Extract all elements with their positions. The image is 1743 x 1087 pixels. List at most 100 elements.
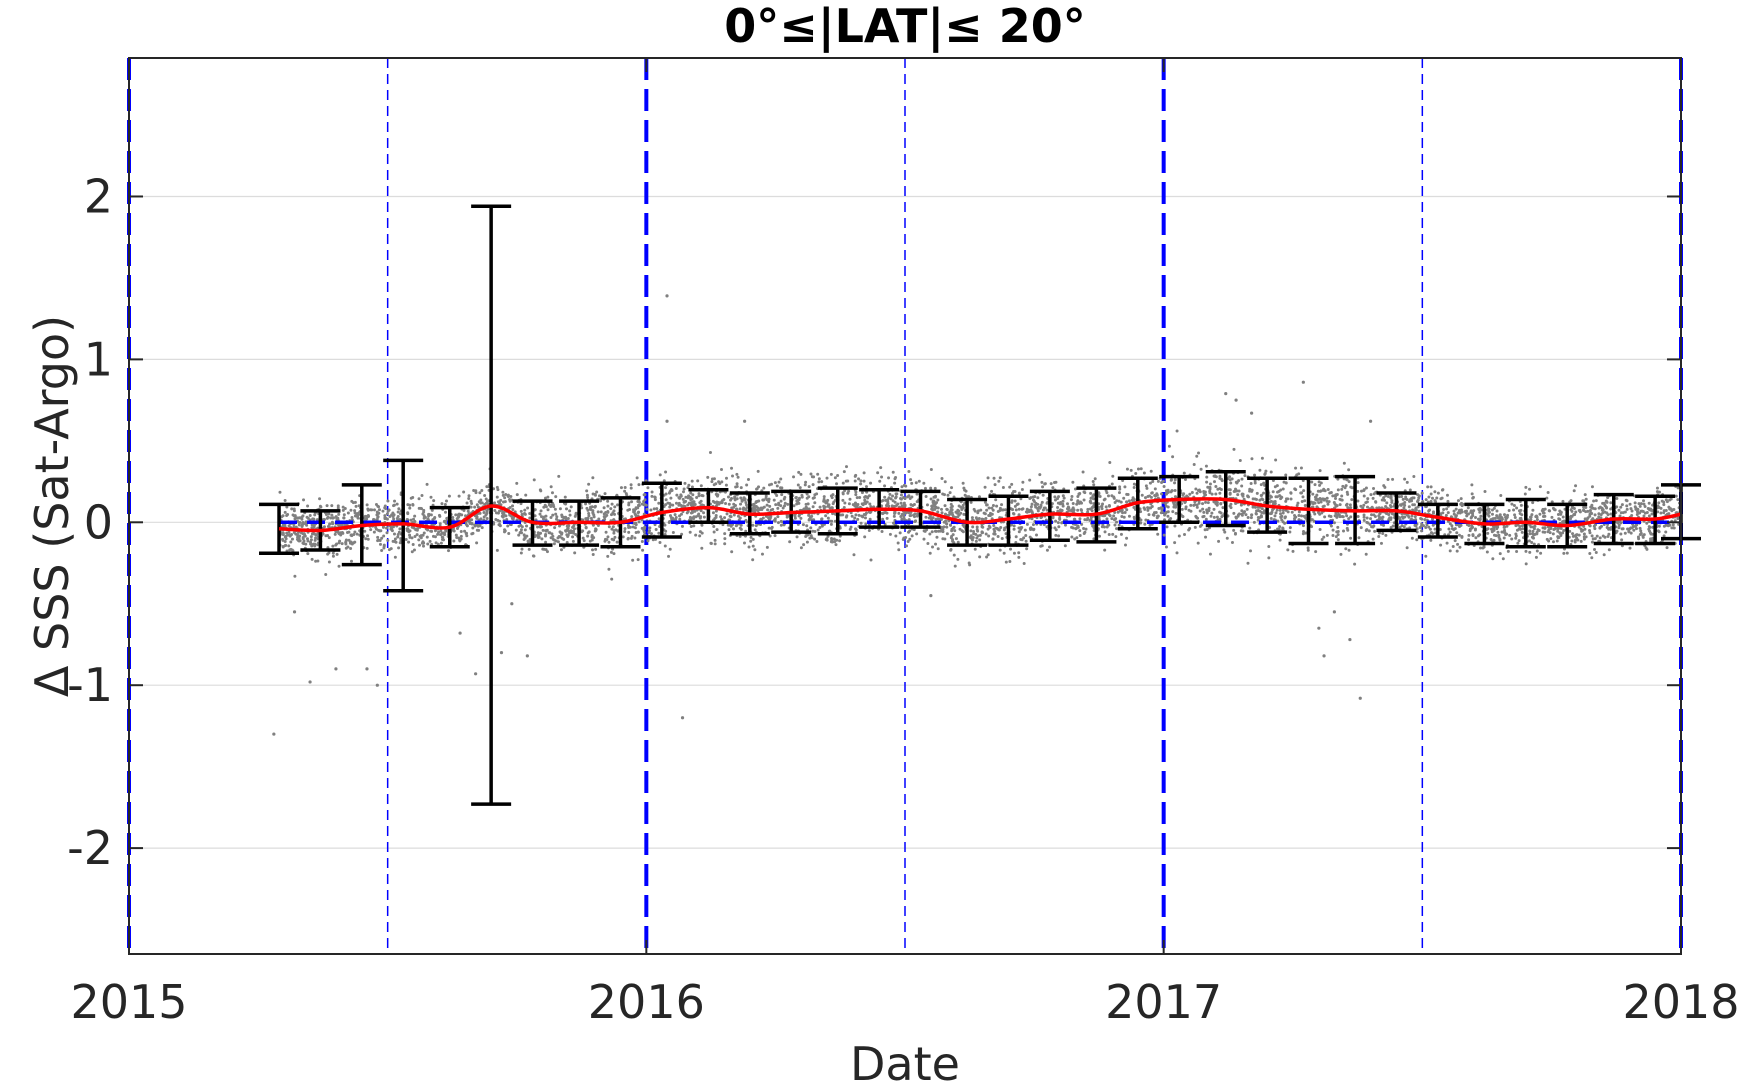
scatter-point [1336,525,1340,529]
scatter-point [648,529,652,533]
scatter-point [1655,490,1659,494]
scatter-point [1153,493,1157,497]
scatter-point [306,539,310,543]
scatter-point [959,511,963,515]
scatter-point [353,530,357,534]
scatter-point [1089,518,1093,522]
scatter-point [1615,497,1619,501]
scatter-point [940,511,944,515]
scatter-point [1269,517,1273,521]
scatter-point [1169,478,1173,482]
scatter-point [1325,499,1329,503]
scatter-point [441,535,445,539]
scatter-point [1206,485,1210,489]
scatter-point [1451,544,1455,548]
scatter-point [679,503,683,507]
scatter-point [1335,530,1339,534]
scatter-point [1580,529,1584,533]
scatter-point [1092,483,1096,487]
scatter-point [1469,516,1473,520]
scatter-point [1196,541,1200,545]
scatter-point [739,527,743,531]
scatter-point [324,534,328,538]
scatter-point [796,483,800,487]
scatter-point [767,500,771,504]
scatter-point [1373,514,1377,518]
scatter-point [907,470,911,474]
scatter-point [503,529,507,533]
scatter-point [283,540,287,544]
scatter-point [1318,512,1322,516]
scatter-point [1349,506,1353,510]
scatter-point [711,511,715,515]
scatter-point [1021,507,1025,511]
scatter-point [594,547,598,551]
scatter-point [572,524,576,528]
scatter-point [807,485,811,489]
scatter-point [437,530,441,534]
scatter-point [1054,528,1058,532]
scatter-point [992,523,996,527]
scatter-point [699,515,703,519]
scatter-point [440,502,444,506]
scatter-point [1524,485,1528,489]
scatter-point [1262,511,1266,515]
scatter-point [1195,505,1199,509]
scatter-point [1448,549,1452,553]
scatter-point [349,547,353,551]
scatter-point [974,539,978,543]
scatter-point [1356,499,1360,503]
scatter-point [457,494,461,498]
scatter-point [314,536,318,540]
scatter-point [712,477,716,481]
scatter-point [1212,500,1216,504]
scatter-point [1143,496,1147,500]
scatter-point [1114,535,1118,539]
scatter-point [433,529,437,533]
scatter-point [593,493,597,497]
scatter-point [452,529,456,533]
scatter-point [344,542,348,546]
scatter-point [1576,538,1580,542]
scatter-point [1306,546,1310,550]
scatter-point [1641,509,1645,513]
scatter-point [1458,545,1462,549]
scatter-point [1397,525,1401,529]
scatter-point [496,488,500,492]
scatter-point [1590,540,1594,544]
scatter-point [1050,502,1054,506]
scatter-point [1344,503,1348,507]
scatter-point [732,502,736,506]
scatter-point [1377,514,1381,518]
scatter-point [584,526,588,530]
scatter-point [691,516,695,520]
scatter-point [1110,517,1114,521]
scatter-point [459,534,463,538]
scatter-point [961,481,965,485]
scatter-point [1215,515,1219,519]
scatter-point [899,497,903,501]
scatter-point [1594,499,1598,503]
scatter-point [856,517,860,521]
scatter-point [283,499,287,503]
scatter-point [607,540,611,544]
scatter-point [1203,493,1207,497]
scatter-point [1402,506,1406,510]
scatter-point [848,527,852,531]
scatter-point [1665,546,1669,550]
scatter-point [773,534,777,538]
scatter-point [963,549,967,553]
scatter-point [568,509,572,513]
scatter-point [1542,508,1546,512]
scatter-point [1149,502,1153,506]
scatter-point [425,482,429,486]
scatter-point [1638,526,1642,530]
scatter-point [856,503,860,507]
scatter-point [1369,517,1373,521]
scatter-point [734,485,738,489]
scatter-point [332,516,336,520]
scatter-point [1377,506,1381,510]
scatter-point [1445,507,1449,511]
scatter-point [1061,494,1065,498]
scatter-point [1318,528,1322,532]
